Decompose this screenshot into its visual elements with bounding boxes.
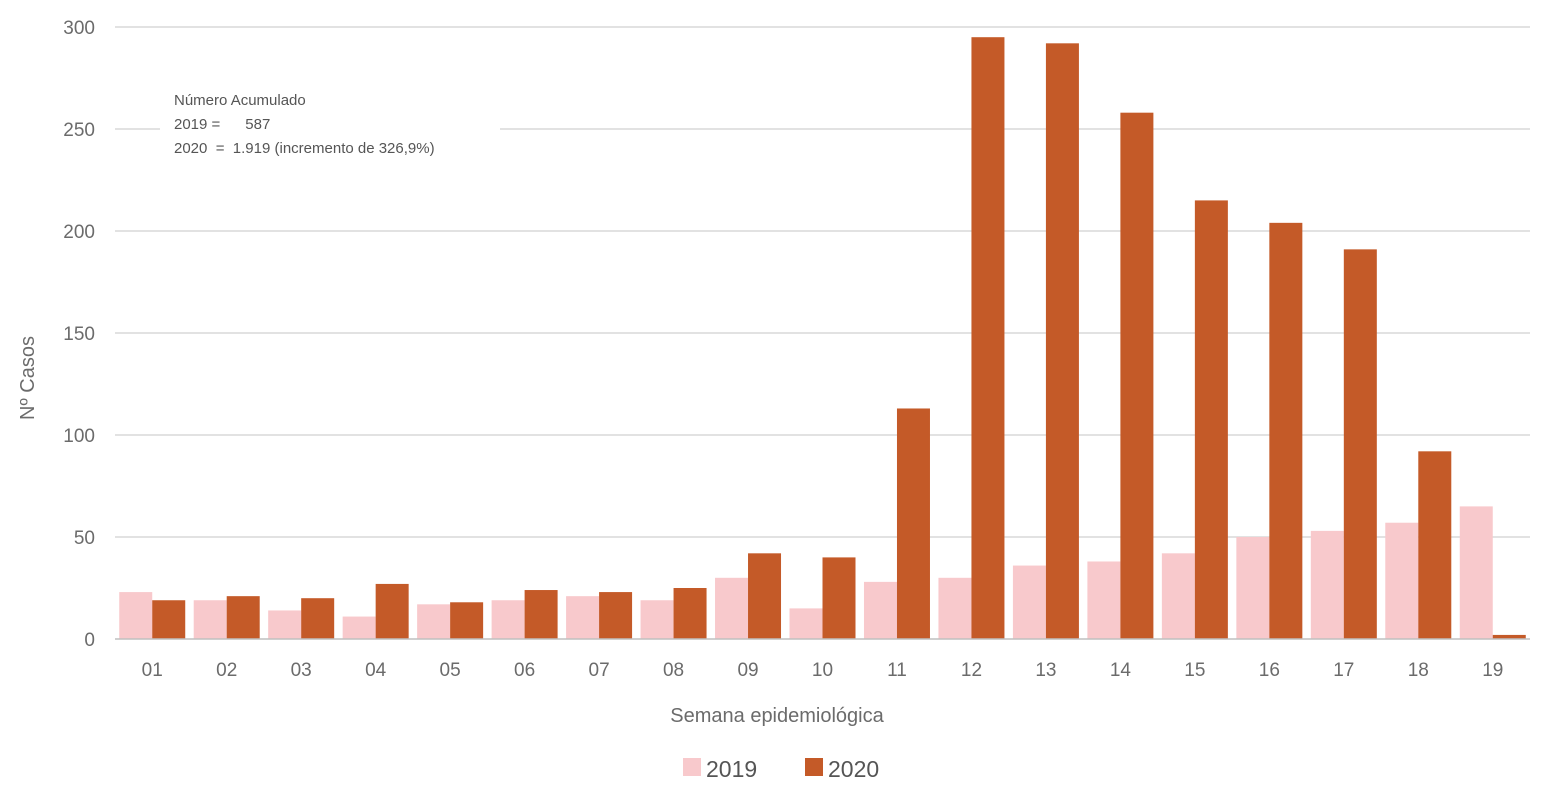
bar-2020-week-19 — [1492, 634, 1526, 639]
x-tick-label: 06 — [514, 660, 535, 681]
bar-2020-week-12 — [971, 37, 1005, 639]
bar-2020-week-02 — [226, 596, 260, 639]
y-tick-label: 50 — [74, 528, 95, 549]
cumulative-annotation: Número Acumulado 2019 = 587 2020 = 1.919… — [160, 86, 500, 162]
x-tick-label: 12 — [961, 660, 982, 681]
bar-2019-week-16 — [1236, 537, 1270, 639]
legend-swatch-2020 — [805, 758, 823, 776]
bar-2020-week-03 — [301, 598, 335, 639]
bar-2020-week-05 — [450, 602, 484, 639]
bar-2020-week-17 — [1343, 249, 1377, 640]
bar-2020-week-11 — [896, 408, 930, 639]
bar-2019-week-12 — [938, 577, 972, 639]
x-axis-title: Semana epidemiológica — [670, 705, 884, 727]
bar-2019-week-05 — [417, 604, 451, 639]
x-tick-label: 08 — [663, 660, 684, 681]
x-tick-label: 01 — [142, 660, 163, 681]
annotation-line-3: 2020 = 1.919 (incremento de 326,9%) — [174, 140, 435, 157]
x-tick-label: 05 — [440, 660, 461, 681]
bar-2019-week-08 — [640, 600, 674, 639]
x-tick-label: 18 — [1408, 660, 1429, 681]
bar-2019-week-01 — [119, 592, 153, 639]
bar-2019-week-03 — [268, 610, 302, 639]
annotation-background — [160, 86, 500, 162]
bars — [119, 37, 1526, 640]
bar-2019-week-06 — [491, 600, 525, 639]
x-tick-label: 07 — [589, 660, 610, 681]
bar-2019-week-07 — [566, 596, 600, 639]
legend-swatch-2019 — [683, 758, 701, 776]
bar-2020-week-06 — [524, 590, 558, 639]
bar-2020-week-04 — [375, 583, 409, 639]
x-tick-label: 10 — [812, 660, 833, 681]
y-tick-label: 300 — [63, 18, 95, 39]
y-axis-tick-labels: 0 50 100 150 200 250 300 — [63, 18, 95, 651]
x-tick-label: 14 — [1110, 660, 1132, 681]
bar-2019-week-19 — [1459, 506, 1493, 639]
bar-2020-week-10 — [822, 557, 856, 639]
bar-2019-week-17 — [1310, 530, 1344, 639]
bar-2019-week-10 — [789, 608, 823, 639]
y-tick-label: 100 — [63, 426, 95, 447]
bar-2020-week-13 — [1045, 43, 1079, 639]
bar-2020-week-18 — [1418, 451, 1452, 639]
y-tick-label: 250 — [63, 120, 95, 141]
bar-2020-week-15 — [1194, 200, 1228, 639]
x-tick-label: 02 — [216, 660, 237, 681]
bar-2020-week-16 — [1269, 222, 1303, 639]
x-tick-label: 09 — [737, 660, 758, 681]
bar-2020-week-07 — [599, 592, 633, 639]
bar-2019-week-14 — [1087, 561, 1121, 639]
x-tick-label: 11 — [887, 660, 907, 681]
annotation-line-2: 2019 = 587 — [174, 116, 270, 133]
bar-2019-week-11 — [863, 581, 897, 639]
bar-2020-week-09 — [748, 553, 782, 639]
legend-label-2019: 2019 — [706, 756, 757, 782]
legend: 2019 2020 — [683, 756, 879, 782]
x-tick-label: 04 — [365, 660, 387, 681]
bar-2019-week-18 — [1385, 522, 1419, 639]
bar-2019-week-02 — [193, 600, 227, 639]
annotation-line-1: Número Acumulado — [174, 92, 306, 109]
legend-label-2020: 2020 — [828, 756, 879, 782]
y-tick-label: 200 — [63, 222, 95, 243]
bar-2020-week-14 — [1120, 112, 1154, 640]
x-axis-tick-labels: 01 02 03 04 05 06 07 08 09 10 11 12 13 14 15 16 17 18 19 — [142, 660, 1504, 681]
y-axis-title: Nº Casos — [17, 336, 39, 420]
x-tick-label: 13 — [1035, 660, 1056, 681]
bar-2020-week-08 — [673, 588, 707, 639]
x-tick-label: 16 — [1259, 660, 1280, 681]
bar-2020-week-01 — [152, 600, 186, 639]
bar-2019-week-15 — [1161, 553, 1195, 639]
y-tick-label: 150 — [63, 324, 95, 345]
x-tick-label: 17 — [1333, 660, 1354, 681]
x-tick-label: 19 — [1482, 660, 1503, 681]
bar-2019-week-13 — [1012, 565, 1046, 639]
x-tick-label: 03 — [291, 660, 312, 681]
x-tick-label: 15 — [1184, 660, 1205, 681]
bar-2019-week-04 — [342, 616, 376, 639]
bar-2019-week-09 — [715, 577, 749, 639]
y-tick-label: 0 — [84, 630, 95, 651]
